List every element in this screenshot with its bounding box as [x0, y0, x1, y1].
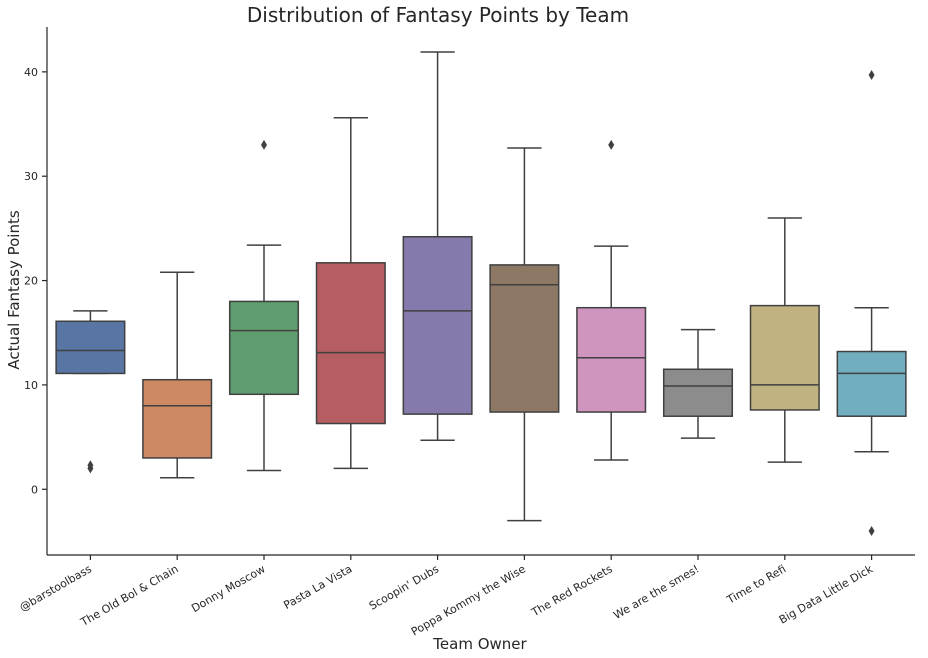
- box-8: [662, 328, 734, 439]
- box-5: [402, 51, 473, 441]
- outlier-point: [868, 526, 875, 536]
- outlier-point: [608, 139, 615, 150]
- box-6: [489, 147, 560, 522]
- y-axis-label: Actual Fantasy Points: [5, 210, 23, 369]
- box-3: [228, 139, 300, 472]
- box-2: [142, 271, 213, 479]
- y-axis: 0 10 20 30 40: [24, 27, 48, 555]
- box-rect: [749, 304, 820, 411]
- box-rect: [315, 262, 386, 425]
- y-tick-label: 30: [24, 170, 38, 183]
- y-tick-label: 10: [24, 379, 38, 392]
- outlier-point: [87, 460, 94, 471]
- box-rect: [228, 300, 300, 396]
- box-4: [315, 117, 386, 470]
- box-rect: [55, 320, 126, 375]
- box-rect: [662, 368, 734, 417]
- x-tick-label: Big Data Little Dick: [777, 562, 876, 627]
- x-tick-label: Donny Moscow: [189, 562, 267, 615]
- chart-title: Distribution of Fantasy Points by Team: [247, 3, 629, 27]
- y-tick-label: 0: [31, 483, 38, 496]
- x-tick-label: We are the smes!: [611, 562, 701, 622]
- box-rect: [836, 350, 907, 417]
- box-rect: [576, 306, 647, 413]
- box-7: [576, 139, 647, 461]
- x-tick-label: The Red Rockets: [528, 562, 614, 619]
- y-tick-label: 40: [24, 66, 38, 79]
- box-rect: [142, 378, 213, 459]
- x-tick-label: Scoopin' Dubs: [367, 562, 441, 612]
- x-tick-label: Time to Refi: [724, 562, 788, 607]
- x-tick-label: @barstoolbass: [17, 562, 94, 614]
- box-rect: [402, 235, 473, 415]
- boxes-group: [55, 51, 907, 536]
- x-tick-label: Pasta La Vista: [281, 562, 354, 612]
- box-1: [55, 310, 126, 474]
- y-tick-label: 20: [24, 275, 38, 288]
- x-axis-label: Team Owner: [432, 635, 527, 653]
- outlier-point: [261, 139, 267, 150]
- outlier-point: [868, 70, 875, 80]
- box-rect: [489, 264, 560, 413]
- box-10: [836, 70, 907, 536]
- box-9: [749, 217, 820, 463]
